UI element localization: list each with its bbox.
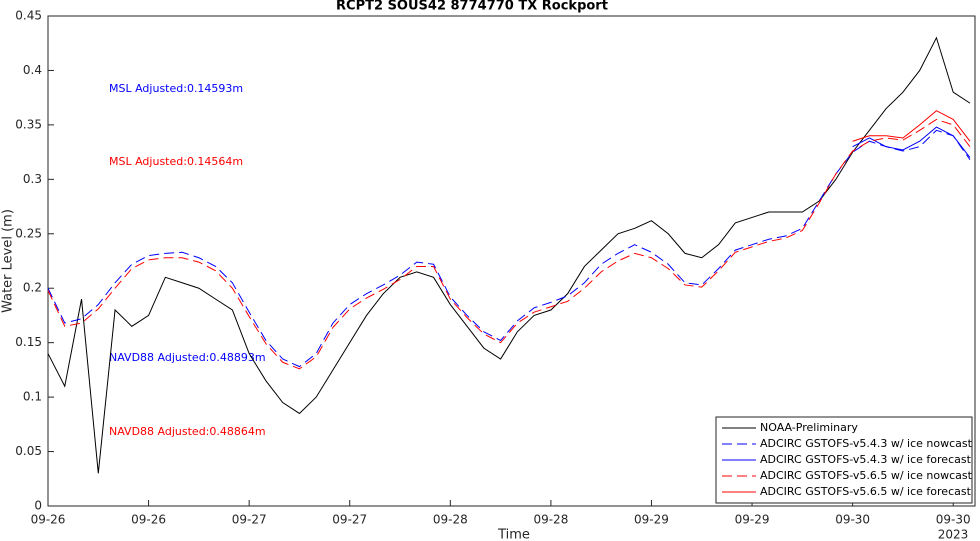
annotation: NAVD88 Adjusted:0.48864m — [109, 425, 266, 438]
y-tick-label: 0.2 — [23, 281, 42, 295]
y-tick-label: 0.25 — [15, 226, 42, 240]
y-tick-label: 0.15 — [15, 335, 42, 349]
legend: NOAA-Preliminary ADCIRC GSTOFS-v5.4.3 w/ … — [715, 416, 973, 504]
annotation: MSL Adjusted:0.14564m — [109, 155, 243, 168]
x-tick-label: 09-28 — [433, 513, 468, 527]
legend-label: NOAA-Preliminary — [760, 421, 858, 434]
series-line — [852, 126, 971, 158]
series-line — [852, 110, 971, 142]
legend-label: ADCIRC GSTOFS-v5.6.5 w/ ice forecast — [760, 485, 972, 498]
x-tick-label: 09-29 — [634, 513, 669, 527]
y-axis-label: Water Level (m) — [1, 209, 16, 313]
y-tick-label: 0.35 — [15, 117, 42, 131]
x-tick-label: 09-26 — [31, 513, 66, 527]
x-tick-label: 09-30 — [835, 513, 870, 527]
legend-label: ADCIRC GSTOFS-v5.6.5 w/ ice nowcast — [760, 469, 973, 482]
x-tick-label: 09-30 — [936, 513, 971, 527]
x-year-label: 2023 — [938, 528, 969, 541]
legend-label: ADCIRC GSTOFS-v5.4.3 w/ ice forecast — [760, 453, 972, 466]
y-tick-label: 0.4 — [23, 63, 42, 77]
annotation: NAVD88 Adjusted:0.48893m — [109, 351, 266, 364]
x-tick-label: 09-26 — [131, 513, 166, 527]
y-tick-label: 0.45 — [15, 9, 42, 23]
x-axis-label: Time — [497, 528, 530, 541]
x-tick-label: 09-29 — [735, 513, 770, 527]
chart-title: RCPT2 SOUS42 8774770 TX Rockport — [336, 0, 608, 14]
series-line — [47, 36, 971, 474]
annotation: MSL Adjusted:0.14593m — [109, 82, 243, 95]
y-tick-label: 0.1 — [23, 390, 42, 404]
x-tick-label: 09-27 — [232, 513, 267, 527]
x-tick-label: 09-28 — [533, 513, 568, 527]
plot-frame — [47, 15, 976, 507]
y-tick-label: 0 — [34, 499, 42, 513]
y-tick-label: 0.05 — [15, 444, 42, 458]
series-line — [47, 129, 971, 368]
y-tick-label: 0.3 — [23, 172, 42, 186]
legend-label: ADCIRC GSTOFS-v5.4.3 w/ ice nowcast — [760, 437, 973, 450]
x-tick-label: 09-27 — [332, 513, 367, 527]
legend-box — [715, 416, 973, 504]
series-line — [47, 118, 971, 370]
